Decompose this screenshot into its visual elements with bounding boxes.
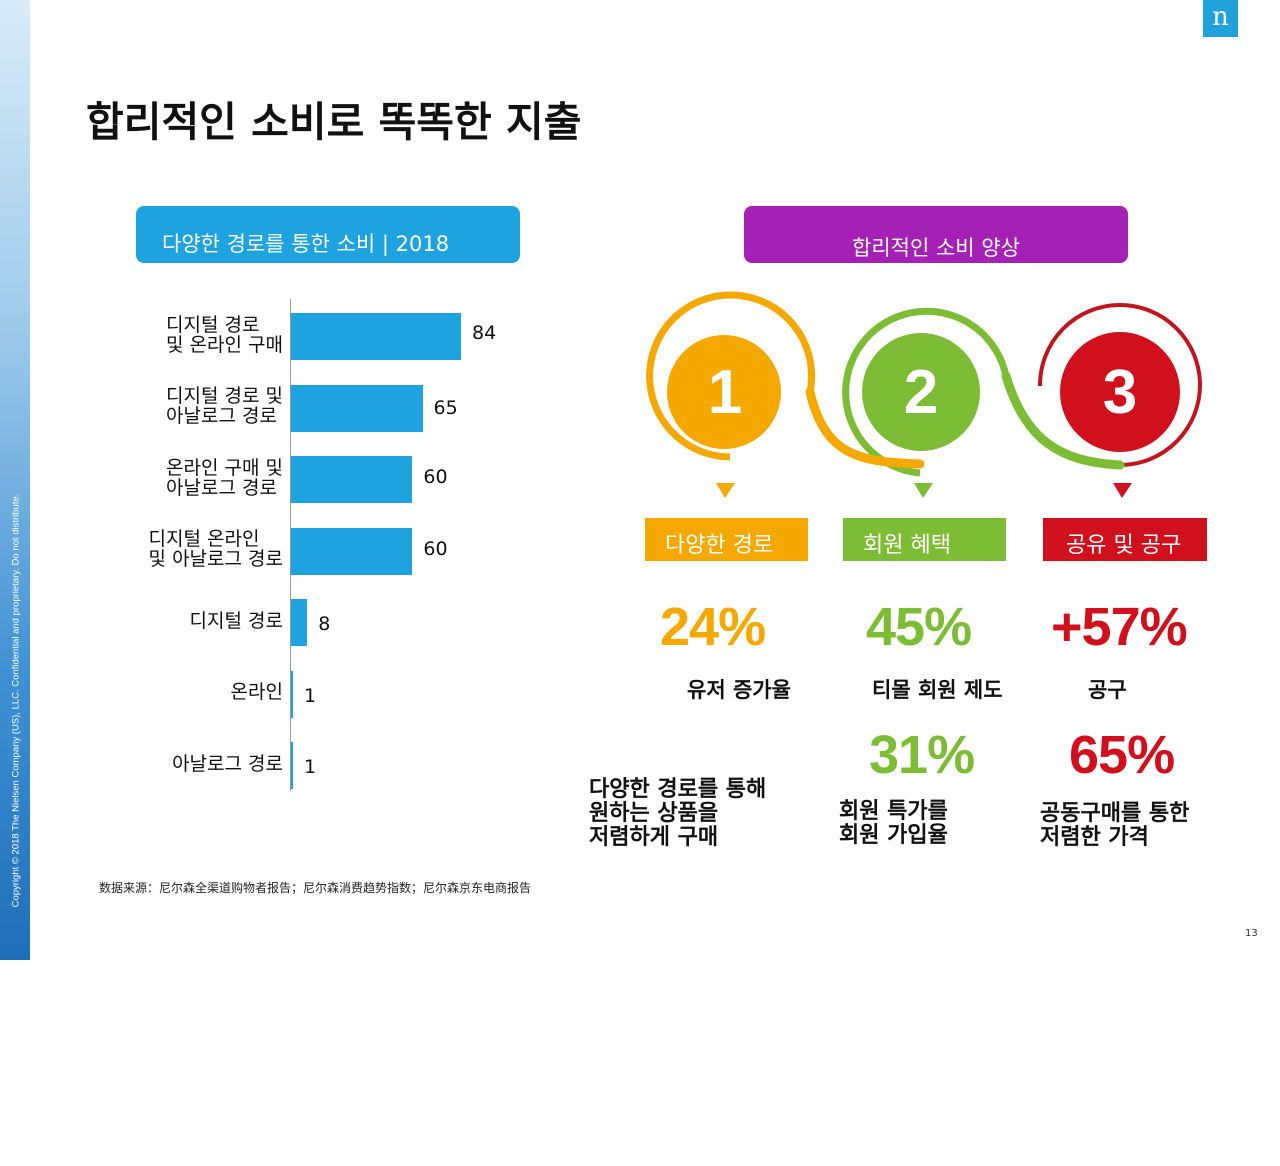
stat-57-value: +57% — [1051, 597, 1188, 657]
patterns-header-pill: 합리적인 소비 양상 — [744, 206, 1128, 263]
bar — [291, 527, 413, 575]
bar-category-label: 아날로그 경로 — [172, 752, 283, 775]
s-curve-green-tail — [1001, 371, 1125, 470]
bar-category-label: 온라인 구매 및 아날로그 경로 — [166, 456, 283, 499]
page-title: 합리적인 소비로 똑똑한 지출 — [86, 98, 582, 146]
step-2-label-box — [843, 518, 1006, 561]
bar-value-label: 1 — [304, 684, 317, 707]
desc-channels: 다양한 경로를 통해 원하는 상품을 저렴하게 구매 — [589, 777, 767, 850]
left-sidebar-band: Copyright © 2018 The Nielsen Company (US… — [0, 0, 30, 960]
bar — [291, 599, 308, 646]
stat-31-value: 31% — [869, 725, 975, 785]
bar-value-label: 65 — [433, 396, 458, 419]
bar-value-label: 1 — [304, 756, 317, 778]
chart-header-pill: 다양한 경로를 통한 소비 | 2018 — [136, 206, 520, 263]
step-1-number: 1 — [707, 358, 743, 427]
source-note: 数据来源：尼尔森全渠道购物者报告；尼尔森消费趋势指数；尼尔森京东电商报告 — [99, 881, 532, 895]
bar — [291, 670, 294, 718]
step-1-label: 다양한 경로 — [665, 533, 774, 558]
bar-category-label: 디지털 경로 및 아날로그 경로 — [166, 385, 283, 427]
bar-value-label: 8 — [318, 613, 331, 635]
stat-57-label: 공구 — [1088, 678, 1127, 702]
step-2-number: 2 — [903, 358, 939, 427]
stat-65-value: 65% — [1069, 725, 1175, 785]
s-curve-orange — [805, 387, 925, 469]
page-number: 13 — [1245, 928, 1258, 939]
step-3-label: 공유 및 공구 — [1066, 533, 1182, 558]
step-1-circle — [667, 335, 781, 449]
step-2-label: 회원 혜택 — [863, 533, 951, 558]
stat-45-value: 45% — [866, 597, 972, 657]
red-ring — [1037, 303, 1202, 467]
stat-24-value: 24% — [660, 597, 766, 657]
step-2-circle — [862, 333, 980, 451]
bar-value-label: 60 — [423, 466, 448, 488]
arrow-2-icon — [914, 483, 933, 498]
step-3-number: 3 — [1102, 358, 1138, 427]
bar-category-label: 온라인 — [230, 681, 283, 703]
bar-value-label: 84 — [472, 322, 497, 344]
bar — [291, 742, 294, 789]
arrow-3-icon — [1113, 483, 1132, 498]
desc-membership: 회원 특가를 회원 가입율 — [839, 799, 948, 848]
desc-group-buying: 공동구매를 통한 저렴한 가격 — [1040, 801, 1190, 850]
stat-45-label: 티몰 회원 제도 — [872, 678, 1003, 702]
bar — [291, 313, 461, 360]
green-ring — [842, 307, 1010, 477]
nielsen-logo: n — [1203, 0, 1238, 37]
process-graphic — [645, 291, 1207, 561]
bar-value-label: 60 — [423, 537, 448, 560]
bar-category-label: 디지털 온라인 및 아날로그 경로 — [148, 528, 283, 570]
orange-ring — [646, 291, 816, 461]
step-3-circle — [1060, 332, 1180, 452]
bar-category-label: 디지털 경로 및 온라인 구매 — [166, 313, 283, 356]
bar — [291, 384, 423, 432]
arrow-1-icon — [716, 483, 735, 498]
bar-chart-axis — [290, 299, 291, 791]
step-1-label-box — [645, 518, 808, 561]
step-3-label-box — [1043, 518, 1207, 561]
stat-24-label: 유저 증가율 — [687, 678, 791, 702]
bar-category-label: 디지털 경로 — [189, 609, 283, 632]
bar — [291, 456, 413, 503]
